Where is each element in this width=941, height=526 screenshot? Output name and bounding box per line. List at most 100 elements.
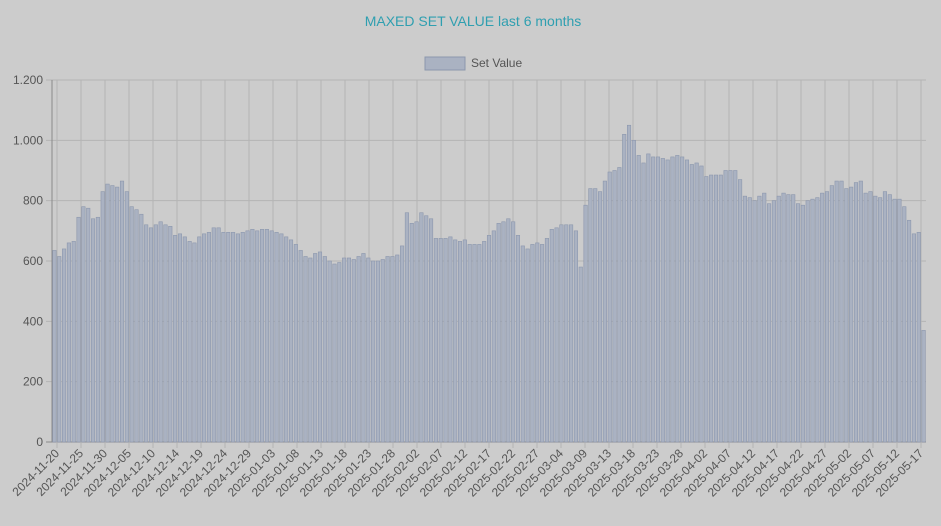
bar[interactable] [771,200,776,443]
bar[interactable] [235,233,240,443]
bar[interactable] [124,191,129,443]
bar[interactable] [303,256,308,443]
bar[interactable] [612,170,617,443]
bar[interactable] [119,180,125,443]
bar[interactable] [882,191,887,443]
bar[interactable] [158,221,163,443]
bar[interactable] [177,233,182,443]
bar[interactable] [839,180,844,443]
bar[interactable] [400,245,405,443]
bar[interactable] [317,251,323,443]
bar[interactable] [655,156,661,443]
bar[interactable] [62,248,67,443]
bar[interactable] [477,244,482,443]
legend-swatch[interactable] [424,56,466,71]
bar[interactable] [849,186,854,443]
bar[interactable] [255,230,260,443]
bar[interactable] [216,227,221,443]
legend[interactable]: Set Value [424,56,522,71]
bar[interactable] [472,244,477,443]
bar[interactable] [718,174,723,443]
bar[interactable] [153,224,158,443]
bar[interactable] [723,170,728,443]
bar[interactable] [284,236,289,443]
bar[interactable] [448,236,453,443]
legend-label[interactable]: Set Value [471,56,522,70]
bar[interactable] [385,256,390,443]
bar[interactable] [786,194,791,443]
bar[interactable] [873,195,878,443]
bar[interactable] [129,206,134,443]
bar[interactable] [298,250,303,443]
bar[interactable] [245,230,250,443]
bar[interactable] [139,213,144,443]
bar[interactable] [665,159,670,443]
bar[interactable] [559,224,564,443]
bar[interactable] [680,156,685,443]
bar[interactable] [853,182,859,443]
bar[interactable] [342,257,347,443]
bar[interactable] [844,188,849,443]
bar[interactable] [95,216,100,443]
bar[interactable] [733,170,738,443]
bar[interactable] [57,256,62,443]
bar[interactable] [824,191,830,443]
bar[interactable] [148,227,154,443]
bar[interactable] [467,244,472,443]
bar[interactable] [868,191,873,443]
bar[interactable] [544,238,549,443]
bar[interactable] [86,207,91,443]
bar[interactable] [689,164,694,443]
bar[interactable] [462,239,467,443]
bar[interactable] [71,241,76,443]
bar[interactable] [134,209,139,443]
bar[interactable] [409,222,414,443]
bar[interactable] [211,227,216,443]
bar[interactable] [173,235,178,443]
bar[interactable] [168,226,173,443]
bar[interactable] [438,238,443,443]
bar[interactable] [607,171,612,443]
bar[interactable] [713,174,718,443]
bar[interactable] [515,235,521,443]
bar[interactable] [805,200,810,443]
bar[interactable] [511,221,516,443]
bar[interactable] [192,242,197,443]
bar[interactable] [530,244,535,443]
bar[interactable] [419,212,424,443]
bar[interactable] [491,230,496,443]
bar[interactable] [636,155,641,443]
bar[interactable] [506,218,511,443]
bar[interactable] [486,235,492,443]
bar[interactable] [163,224,168,443]
bar[interactable] [361,253,366,443]
bar[interactable] [573,230,578,443]
bar[interactable] [588,188,593,443]
bar[interactable] [293,244,298,443]
bar[interactable] [776,195,781,443]
bar[interactable] [578,266,583,443]
bar[interactable] [699,165,704,443]
bar[interactable] [800,204,805,443]
bar[interactable] [100,191,105,443]
bar[interactable] [226,232,231,443]
bar[interactable] [404,212,409,443]
bar[interactable] [144,224,149,443]
bar[interactable] [332,263,337,443]
bar[interactable] [351,259,356,443]
bar[interactable] [115,186,120,443]
bar[interactable] [651,156,656,443]
bar[interactable] [66,242,71,443]
bar[interactable] [313,253,318,443]
bar[interactable] [626,124,632,443]
bar[interactable] [356,256,361,443]
bar[interactable] [747,197,752,443]
bar[interactable] [337,262,342,443]
bar[interactable] [569,224,574,443]
bar[interactable] [221,232,226,443]
bar[interactable] [829,185,834,443]
bar[interactable] [684,159,690,443]
bar[interactable] [728,170,733,443]
bar[interactable] [593,188,598,443]
bar[interactable] [738,179,743,443]
